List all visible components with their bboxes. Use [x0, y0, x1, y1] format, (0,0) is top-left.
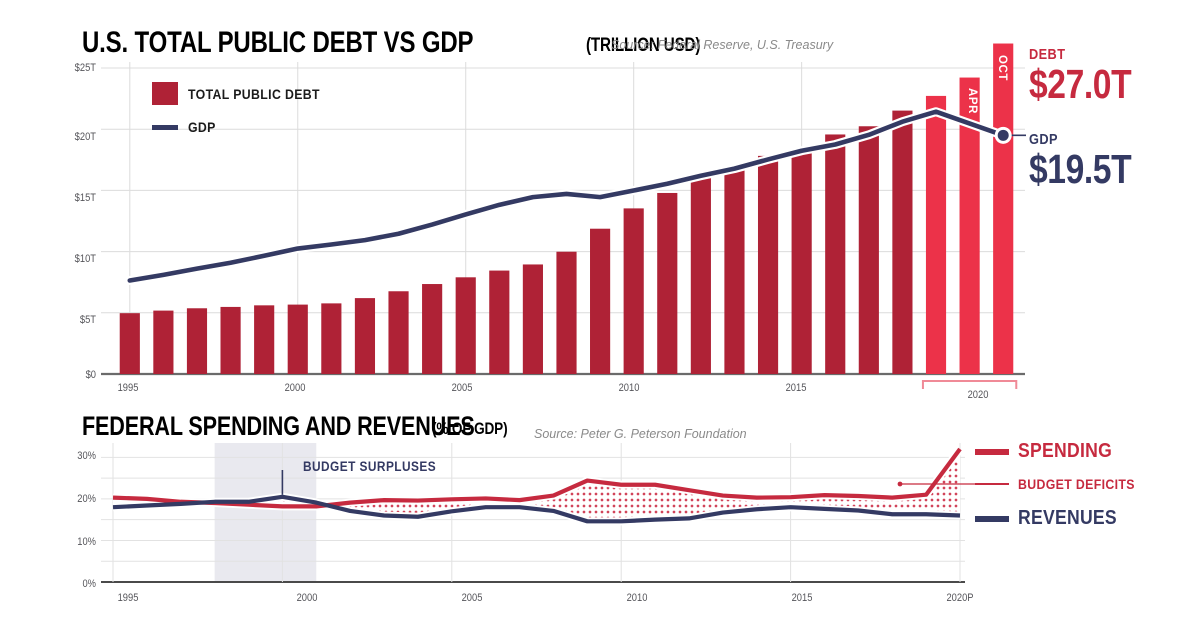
bottom-xtick-2010: 2010 [626, 592, 648, 604]
debt-bar [119, 313, 140, 374]
debt-bar [925, 95, 947, 375]
bottom-ytick-20: 20% [77, 493, 96, 505]
bottom-ytick-10: 10% [77, 536, 96, 548]
gdp-callout-value: $19.5T [1029, 146, 1132, 192]
top-xtick-2020: 2020 [967, 389, 989, 401]
bottom-chart-subtitle: (% OF GDP) [432, 419, 508, 438]
top-ytick-10: $10T [74, 253, 96, 265]
year-2020-bracket [921, 380, 1018, 389]
debt-bar [825, 134, 846, 374]
bottom-xtick-2020p: 2020P [946, 592, 974, 604]
gdp-line [127, 109, 1006, 283]
bottom-legend-item-spending: SPENDING [975, 440, 1125, 463]
debt-bar [791, 151, 812, 374]
top-chart-title: U.S. TOTAL PUBLIC DEBT VS GDP [82, 26, 474, 59]
bottom-chart-title: FEDERAL SPENDING AND REVENUES [82, 411, 475, 441]
deficits-legend-leader [975, 483, 1009, 485]
debt-callout-value: $27.0T [1029, 61, 1132, 107]
debt-bar [892, 110, 913, 374]
revenues-legend-label: REVENUES [1018, 507, 1117, 529]
debt-bar [422, 284, 443, 374]
bottom-chart-source: Source: Peter G. Peterson Foundation [534, 427, 747, 441]
budget-deficit-area [113, 449, 960, 522]
budget-surplus-band [214, 443, 317, 582]
debt-bar [556, 251, 577, 374]
bottom-xtick-2005: 2005 [461, 592, 483, 604]
top-ytick-20: $20T [74, 131, 96, 143]
top-xtick-2015: 2015 [785, 382, 807, 394]
gdp-legend-swatch [152, 124, 178, 130]
debt-bar [287, 304, 308, 374]
debt-bar [254, 305, 275, 374]
debt-legend-label: TOTAL PUBLIC DEBT [188, 85, 320, 102]
revenues-line [112, 494, 961, 524]
top-xtick-1995: 1995 [117, 382, 139, 394]
debt-bar [724, 169, 745, 374]
spending-legend-swatch [975, 448, 1009, 455]
debt-bar [321, 303, 342, 374]
debt-bar [959, 77, 980, 374]
debt-callout-kicker: DEBT [1029, 46, 1066, 63]
top-ytick-25: $25T [74, 62, 96, 74]
debt-bar [186, 308, 208, 374]
gdp-callout: GDP $19.5T [1029, 131, 1154, 189]
bottom-xtick-2000: 2000 [296, 592, 318, 604]
debt-bar [522, 264, 543, 374]
gdp-endpoint-marker [997, 129, 1009, 141]
bottom-xtick-2015: 2015 [791, 592, 813, 604]
gdp-callout-kicker: GDP [1029, 131, 1058, 148]
top-ytick-15: $15T [74, 192, 96, 204]
bottom-xtick-1995: 1995 [117, 592, 139, 604]
debt-bar [590, 228, 611, 374]
debt-legend-swatch [152, 82, 178, 105]
top-legend-item-debt: TOTAL PUBLIC DEBT [152, 82, 338, 105]
debt-bar [757, 155, 779, 374]
gdp-legend-label: GDP [188, 119, 216, 135]
debt-bar [153, 310, 174, 374]
debt-bar [455, 277, 476, 374]
bottom-ytick-30: 30% [77, 450, 96, 462]
spending-legend-label: SPENDING [1018, 440, 1113, 462]
top-xtick-2005: 2005 [451, 382, 473, 394]
debt-bar [657, 192, 678, 374]
bottom-legend-item-revenues: REVENUES [975, 507, 1130, 530]
debt-bar [489, 270, 510, 374]
budget-surpluses-annotation: BUDGET SURPLUSES [303, 459, 437, 474]
top-chart-source: Source: Federal Reserve, U.S. Treasury [611, 38, 834, 52]
debt-bar [623, 208, 644, 374]
revenues-legend-swatch [975, 515, 1009, 522]
debt-bar [388, 291, 409, 374]
top-ytick-0: $0 [85, 369, 96, 381]
top-xtick-2010: 2010 [618, 382, 640, 394]
top-chart-subtitle: (TRILLION USD) [586, 35, 701, 56]
bottom-ytick-0: 0% [82, 578, 96, 590]
debt-callout: DEBT $27.0T [1029, 46, 1154, 104]
debt-bar [993, 43, 1014, 375]
debt-bar [354, 298, 376, 374]
spending-line [112, 447, 962, 509]
top-legend-item-gdp: GDP [152, 119, 220, 135]
bottom-legend-item-deficits: BUDGET DEFICITS [975, 476, 1151, 492]
debt-bar [690, 177, 711, 374]
debt-bar [220, 306, 241, 374]
debt-bar [858, 126, 879, 375]
top-ytick-5: $5T [79, 314, 96, 326]
top-xtick-2000: 2000 [284, 382, 306, 394]
deficits-legend-label: BUDGET DEFICITS [1018, 476, 1135, 492]
